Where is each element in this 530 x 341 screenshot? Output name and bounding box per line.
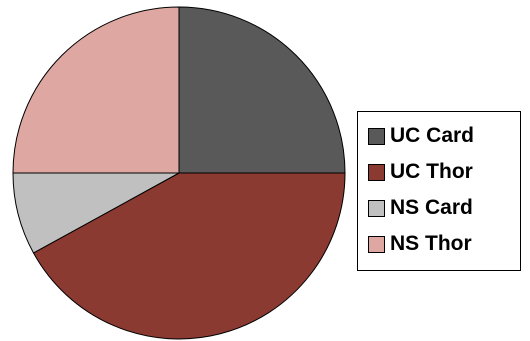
legend: UC Card UC Thor NS Card NS Thor xyxy=(357,111,521,271)
pie-slices xyxy=(12,6,346,340)
legend-item-uc-card: UC Card xyxy=(368,118,520,154)
legend-label-ns-card: NS Card xyxy=(390,196,473,219)
legend-label-ns-thor: NS Thor xyxy=(390,232,472,255)
legend-swatch-ns-thor xyxy=(368,235,385,253)
pie-slice-ns-thor xyxy=(12,6,180,174)
legend-swatch-uc-thor xyxy=(368,163,385,181)
legend-item-ns-thor: NS Thor xyxy=(368,226,520,262)
legend-item-uc-thor: UC Thor xyxy=(368,154,520,190)
legend-swatch-uc-card xyxy=(368,127,385,145)
legend-label-uc-card: UC Card xyxy=(390,124,475,147)
pie-slice-uc-thor xyxy=(32,172,346,340)
legend-swatch-ns-card xyxy=(368,199,385,217)
legend-item-ns-card: NS Card xyxy=(368,190,520,226)
pie-slice-uc-card xyxy=(178,6,346,174)
legend-label-uc-thor: UC Thor xyxy=(390,160,473,183)
